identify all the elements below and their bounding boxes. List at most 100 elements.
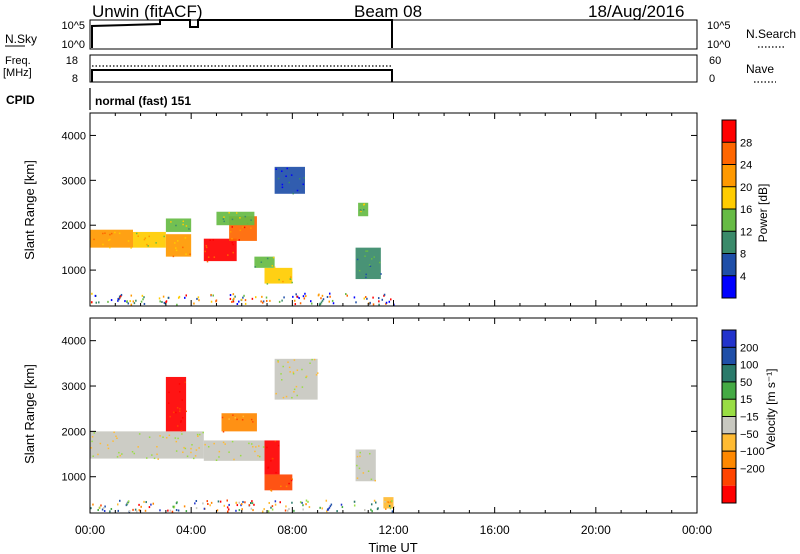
velocity-ground-scatter [238,509,241,512]
velocity-speckle [115,435,117,438]
power-ground-scatter [383,293,386,296]
velocity-speckle [270,489,272,491]
power-ground-scatter [328,292,331,295]
velocity-ground-scatter [285,505,287,508]
velocity-speckle [248,442,250,445]
power-ground-scatter [294,303,297,306]
velocity-speckle [194,455,197,457]
velocity-ground-scatter [248,504,251,507]
power-ground-scatter [318,293,320,296]
power-ground-scatter [346,294,348,297]
power-speckle [144,237,147,239]
velocity-ground-scatter [145,501,147,504]
power-ground-scatter [198,299,200,302]
freq-unit-label: [MHz] [3,67,32,79]
velocity-speckle [184,381,186,384]
velocity-speckle [175,411,177,414]
power-ground-scatter [332,302,335,305]
power-speckle [146,243,148,246]
power-ground-scatter [298,297,300,300]
power-ground-scatter [251,297,254,300]
velocity-speckle [179,408,181,410]
velocity-region-1 [203,440,265,461]
power-speckle [109,246,111,249]
velocity-speckle [233,458,235,461]
power-ground-scatter [126,300,128,303]
power-ground-scatter [383,294,385,297]
power-speckle [102,243,104,246]
site-title: Unwin (fitACF) [92,2,203,21]
power-speckle [163,235,165,238]
power-ground-scatter [388,300,391,303]
velocity-ground-scatter [363,509,366,512]
velocity-ground-scatter [116,503,119,506]
power-speckle [281,183,284,186]
power-speckle [127,240,130,242]
power-ground-scatter [295,293,297,296]
power-speckle [289,276,292,278]
power-speckle [365,250,367,252]
velocity-speckle [192,457,195,460]
velocity-ground-scatter [336,510,338,513]
velocity-speckle [296,394,298,397]
velocity-ground-scatter [235,501,237,504]
power-ground-scatter [283,296,285,299]
velocity-speckle [92,455,94,457]
velocity-speckle [195,449,198,451]
power-ground-scatter [159,300,161,303]
velocity-ground-scatter [138,509,140,512]
power-speckle [209,239,211,242]
power-ground-scatter [265,296,268,299]
velocity-speckle [359,455,361,458]
velocity-ground-scatter [136,510,138,513]
velocity-speckle [236,418,238,421]
power-region-1 [132,231,166,248]
power-speckle [373,256,375,258]
power-speckle [189,253,191,255]
power-speckle [365,276,367,279]
velocity-speckle [221,416,224,419]
nsky-label: N.Sky [5,32,37,46]
velocity-speckle [292,371,295,374]
velocity-speckle [213,442,215,445]
power-ground-scatter [229,297,232,300]
velocity-ground-scatter [206,500,209,503]
velocity-speckle [270,490,273,492]
velocity-speckle [258,445,260,447]
velocity-speckle [91,436,94,438]
velocity-colorbar-tick-label: −50 [740,429,759,441]
power-ground-scatter [124,300,126,303]
power-ground-scatter [185,294,187,297]
power-speckle [370,258,373,260]
power-ground-scatter [120,293,123,296]
velocity-speckle [287,361,289,363]
power-xticks [89,113,698,306]
velocity-ground-scatter [251,502,254,505]
velocity-speckle [131,450,134,453]
power-colorbar-label: Power [dB] [756,184,770,243]
power-speckle [182,220,185,223]
power-ground-scatter [320,297,322,300]
velocity-ground-scatter [391,510,394,513]
velocity-region-2 [264,474,293,491]
velocity-ground-scatter [203,507,206,510]
x-tick-label: 20:00 [581,523,611,537]
power-ground-scatter [233,297,235,300]
velocity-ground-scatter [373,499,376,502]
velocity-yticks: 1000 2000 3000 4000 [62,336,697,484]
velocity-ground-scatter [305,499,308,502]
velocity-colorbar: 200 100 50 15 −15 −50 −100 −200 [721,329,765,504]
velocity-ground-scatter [301,501,303,504]
velocity-speckle [151,454,153,456]
velocity-speckle [106,444,109,446]
velocity-speckle [282,396,285,399]
velocity-speckle [266,446,268,449]
velocity-speckle [167,402,170,404]
velocity-ground-scatter [104,505,106,508]
velocity-ground-scatter [299,501,302,504]
freq-label: Freq. [5,55,31,67]
velocity-ground-scatter [216,509,219,512]
power-ground-scatter [95,301,98,304]
power-speckle [182,246,184,249]
velocity-region-0 [90,431,204,459]
